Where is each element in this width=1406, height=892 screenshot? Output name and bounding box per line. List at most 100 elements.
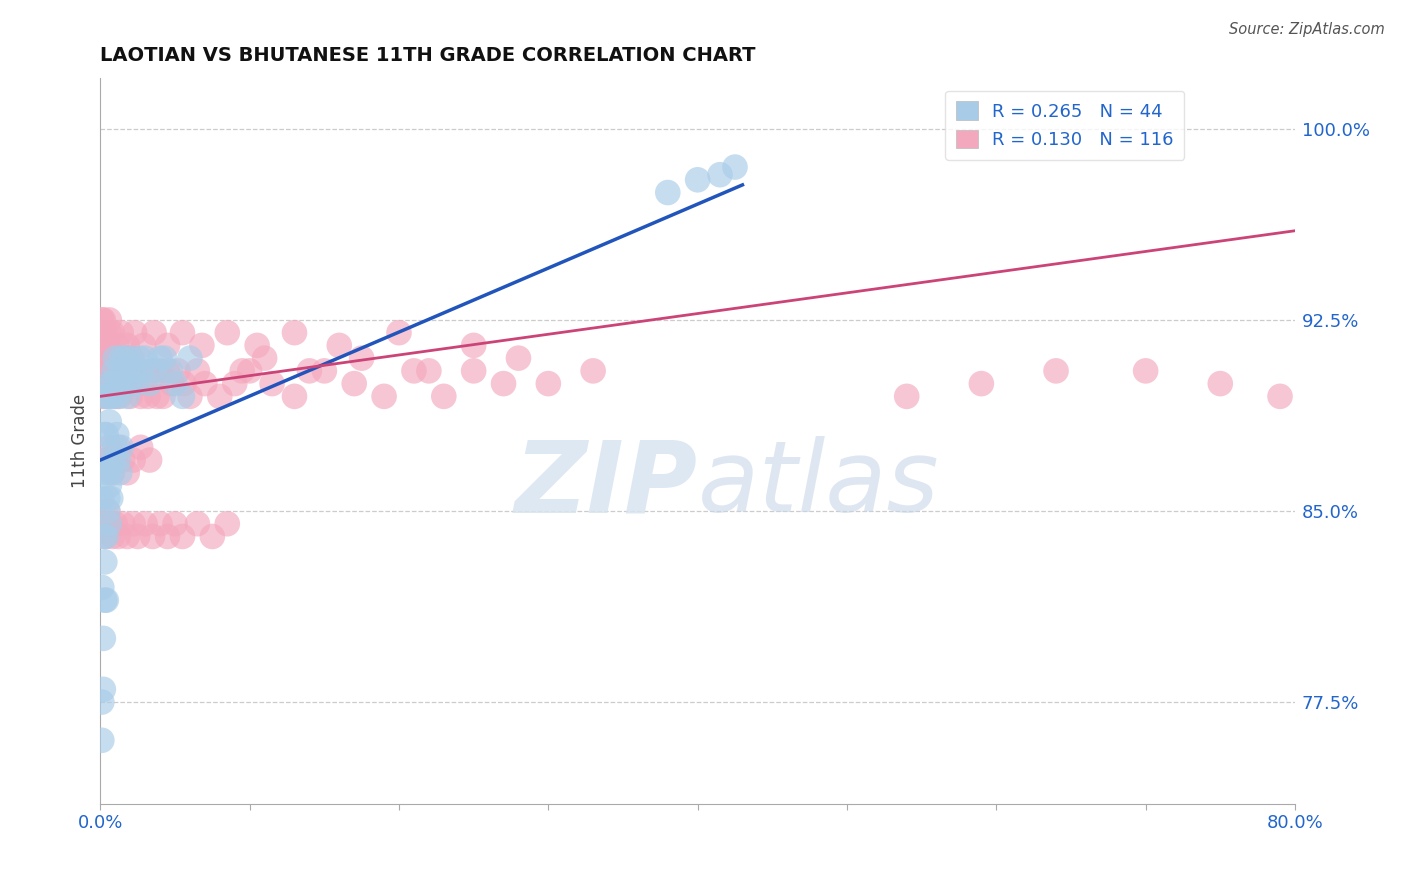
Point (124, 326, 146, 340)
Point (143, 326, 166, 340)
Point (96, 427, 118, 442)
Point (91, 389, 114, 403)
Point (90, 695, 112, 709)
Point (96, 389, 118, 403)
Point (97, 504, 120, 518)
Point (91, 529, 114, 543)
Point (110, 351, 132, 365)
Point (94, 338, 117, 352)
Point (131, 364, 153, 378)
Point (96, 593, 118, 607)
Point (115, 389, 138, 403)
Point (98, 440, 121, 454)
Point (115, 529, 138, 543)
Point (173, 376, 195, 391)
Point (142, 364, 165, 378)
Point (111, 453, 134, 467)
Point (298, 364, 321, 378)
Point (179, 351, 201, 365)
Point (239, 364, 262, 378)
Point (97, 376, 120, 391)
Point (129, 440, 152, 454)
Point (103, 364, 125, 378)
Point (110, 364, 132, 378)
Point (108, 466, 131, 480)
Point (156, 529, 179, 543)
Point (101, 466, 124, 480)
Point (96, 364, 118, 378)
Point (98, 516, 121, 531)
Point (110, 440, 132, 454)
Point (91, 313, 114, 327)
Point (112, 351, 135, 365)
Point (343, 376, 366, 391)
Point (111, 516, 134, 531)
Point (127, 364, 149, 378)
Point (314, 364, 336, 378)
Point (373, 389, 395, 403)
Point (402, 364, 425, 378)
Point (724, 160, 747, 174)
Point (107, 389, 129, 403)
Text: LAOTIAN VS BHUTANESE 11TH GRADE CORRELATION CHART: LAOTIAN VS BHUTANESE 11TH GRADE CORRELAT… (100, 46, 756, 65)
Point (90, 351, 112, 365)
Point (194, 376, 217, 391)
Point (100, 389, 122, 403)
Point (153, 351, 176, 365)
Point (104, 516, 127, 531)
Point (167, 364, 190, 378)
Point (136, 389, 159, 403)
Point (105, 364, 128, 378)
Point (657, 186, 679, 200)
Point (686, 173, 709, 187)
Point (118, 376, 141, 391)
Text: Source: ZipAtlas.com: Source: ZipAtlas.com (1229, 22, 1385, 37)
Point (125, 376, 148, 391)
Point (508, 351, 530, 365)
Point (96, 453, 118, 467)
Point (217, 326, 239, 340)
Point (104, 440, 127, 454)
Point (94, 326, 117, 340)
Point (94, 593, 117, 607)
Point (179, 389, 201, 403)
Point (114, 364, 136, 378)
Point (94, 555, 117, 569)
Point (191, 338, 214, 352)
Point (120, 389, 142, 403)
Point (418, 364, 440, 378)
Point (115, 351, 138, 365)
Point (91, 682, 114, 697)
Point (127, 529, 149, 543)
Point (433, 389, 456, 403)
Point (97, 338, 120, 352)
Point (120, 351, 142, 365)
Point (96, 529, 118, 543)
Point (224, 376, 246, 391)
Point (186, 364, 208, 378)
Point (110, 326, 132, 340)
Point (709, 168, 731, 182)
Point (208, 389, 231, 403)
Point (463, 338, 485, 352)
Point (122, 376, 145, 391)
Point (118, 376, 141, 391)
Point (97, 389, 120, 403)
Point (90, 581, 112, 595)
Point (105, 376, 128, 391)
Point (98, 364, 121, 378)
Point (138, 376, 160, 391)
Point (105, 427, 128, 442)
Point (122, 364, 145, 378)
Point (97, 504, 120, 518)
Point (186, 516, 208, 531)
Point (101, 326, 124, 340)
Point (94, 427, 117, 442)
Point (104, 351, 127, 365)
Point (101, 364, 124, 378)
Point (122, 453, 145, 467)
Point (262, 376, 284, 391)
Point (98, 376, 121, 391)
Point (96, 516, 118, 531)
Point (1045, 364, 1067, 378)
